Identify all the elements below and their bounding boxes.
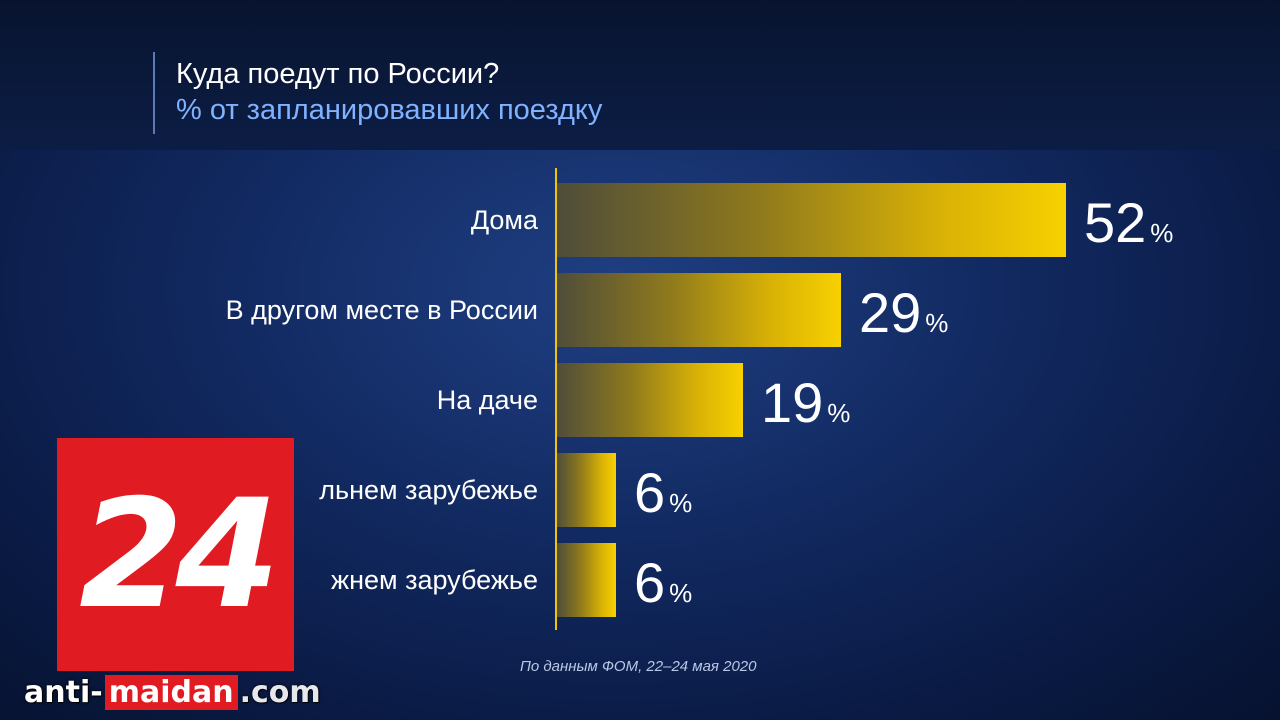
channel-24-logo: 24 bbox=[57, 438, 294, 671]
value-label: 29% bbox=[859, 285, 948, 341]
chart-subtitle: % от запланировавших поездку bbox=[176, 94, 603, 126]
axis-line bbox=[555, 168, 557, 630]
value-unit: % bbox=[925, 308, 949, 338]
value-unit: % bbox=[669, 578, 693, 608]
category-label: льнем зарубежье bbox=[319, 475, 538, 505]
category-label: В другом месте в России bbox=[225, 295, 538, 325]
watermark: anti- maidan .com bbox=[24, 672, 321, 712]
category-label: На даче bbox=[436, 385, 538, 415]
watermark-part3: .com bbox=[239, 674, 321, 710]
value-number: 52 bbox=[1084, 191, 1147, 254]
bar bbox=[557, 543, 616, 617]
value-label: 6% bbox=[634, 465, 692, 521]
watermark-part2: maidan bbox=[104, 674, 238, 710]
value-unit: % bbox=[1150, 218, 1174, 248]
value-number: 6 bbox=[634, 461, 666, 524]
bar bbox=[557, 453, 616, 527]
bar bbox=[557, 273, 841, 347]
category-label: жнем зарубежье bbox=[331, 565, 538, 595]
chart-title: Куда поедут по России? bbox=[176, 58, 500, 90]
bar bbox=[557, 183, 1066, 257]
value-label: 19% bbox=[761, 375, 850, 431]
value-number: 6 bbox=[634, 551, 666, 614]
title-divider bbox=[153, 52, 155, 134]
category-label: Дома bbox=[470, 205, 538, 235]
value-label: 52% bbox=[1084, 195, 1173, 251]
source-note: По данным ФОМ, 22–24 мая 2020 bbox=[520, 658, 757, 675]
value-unit: % bbox=[669, 488, 693, 518]
bar bbox=[557, 363, 743, 437]
watermark-part1: anti- bbox=[24, 674, 103, 710]
value-label: 6% bbox=[634, 555, 692, 611]
value-number: 19 bbox=[761, 371, 824, 434]
header-band bbox=[0, 0, 1280, 150]
value-unit: % bbox=[827, 398, 851, 428]
value-number: 29 bbox=[859, 281, 922, 344]
logo-text: 24 bbox=[79, 467, 280, 642]
